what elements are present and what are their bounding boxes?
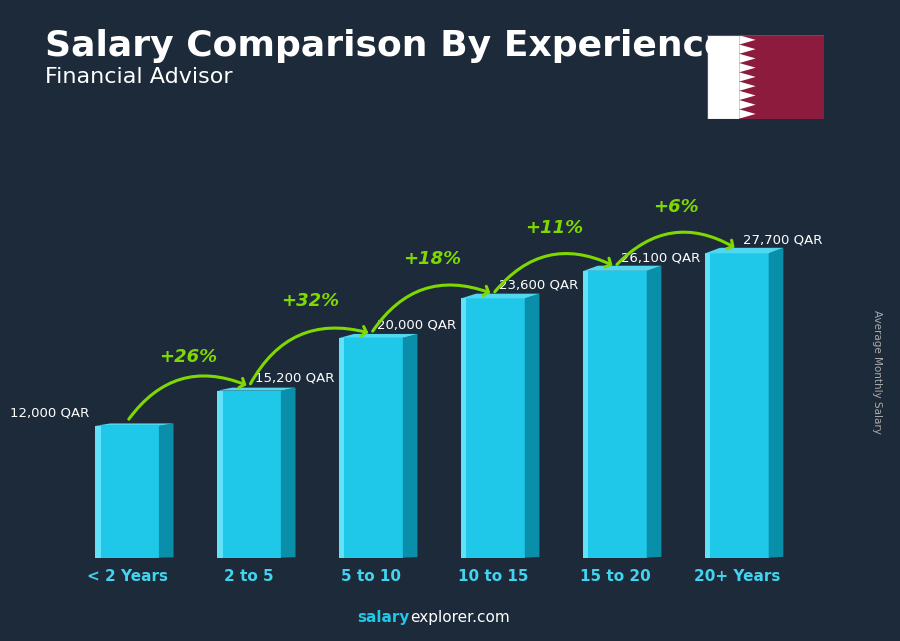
Text: +26%: +26% — [159, 349, 217, 367]
Polygon shape — [462, 298, 525, 558]
Polygon shape — [769, 248, 783, 558]
Text: salary: salary — [357, 610, 410, 625]
Polygon shape — [218, 390, 222, 558]
Polygon shape — [739, 91, 756, 100]
Bar — [706, 35, 739, 119]
Polygon shape — [159, 424, 174, 558]
Polygon shape — [739, 63, 756, 72]
Polygon shape — [739, 54, 756, 63]
Polygon shape — [95, 426, 159, 558]
Polygon shape — [706, 248, 783, 253]
Polygon shape — [739, 81, 756, 91]
Polygon shape — [218, 390, 281, 558]
Text: +11%: +11% — [525, 219, 583, 237]
Text: explorer.com: explorer.com — [410, 610, 510, 625]
Text: Average Monthly Salary: Average Monthly Salary — [872, 310, 883, 434]
Text: 23,600 QAR: 23,600 QAR — [500, 279, 579, 292]
Polygon shape — [706, 253, 769, 558]
Polygon shape — [462, 298, 466, 558]
Polygon shape — [281, 388, 295, 558]
Polygon shape — [218, 388, 295, 390]
Polygon shape — [339, 338, 345, 558]
Polygon shape — [95, 426, 101, 558]
Text: 26,100 QAR: 26,100 QAR — [621, 251, 700, 264]
Text: +18%: +18% — [403, 249, 461, 267]
Polygon shape — [583, 266, 662, 271]
Polygon shape — [95, 424, 174, 426]
Text: 27,700 QAR: 27,700 QAR — [743, 234, 823, 247]
Text: +6%: +6% — [653, 198, 698, 216]
Polygon shape — [739, 44, 756, 54]
Polygon shape — [739, 72, 756, 81]
Polygon shape — [525, 294, 539, 558]
Polygon shape — [462, 294, 539, 298]
Polygon shape — [583, 271, 589, 558]
Text: 20,000 QAR: 20,000 QAR — [377, 319, 456, 331]
Text: 12,000 QAR: 12,000 QAR — [10, 406, 89, 419]
Text: 15,200 QAR: 15,200 QAR — [256, 371, 335, 384]
Polygon shape — [706, 253, 710, 558]
Polygon shape — [403, 334, 418, 558]
Polygon shape — [339, 334, 418, 338]
Polygon shape — [583, 271, 647, 558]
Polygon shape — [739, 100, 756, 110]
Text: Financial Advisor: Financial Advisor — [45, 67, 232, 87]
Text: +32%: +32% — [281, 292, 339, 310]
Polygon shape — [647, 266, 662, 558]
Polygon shape — [739, 35, 756, 44]
Polygon shape — [339, 338, 403, 558]
Bar — [739, 35, 824, 119]
Polygon shape — [739, 110, 756, 119]
Text: Salary Comparison By Experience: Salary Comparison By Experience — [45, 29, 728, 63]
